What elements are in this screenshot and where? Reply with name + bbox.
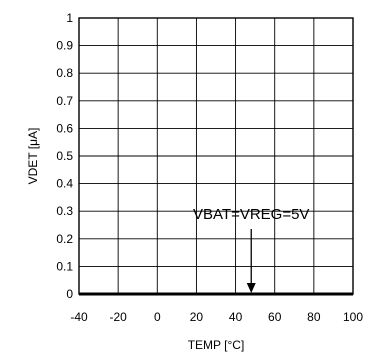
annotation-label: VBAT=VREG=5V bbox=[193, 206, 309, 223]
x-tick-label: 20 bbox=[190, 310, 204, 324]
y-tick-labels: 0 0.1 0.2 0.3 0.4 0.5 0.6 0.7 0.8 0.9 1 bbox=[56, 11, 73, 301]
x-tick-labels: -40 -20 0 20 40 60 80 100 bbox=[70, 310, 363, 324]
x-tick-label: -40 bbox=[70, 310, 88, 324]
y-axis-label: VDET [μA] bbox=[26, 128, 40, 185]
annotation-arrow-head bbox=[246, 283, 256, 293]
x-tick-label: 60 bbox=[268, 310, 282, 324]
y-tick-label: 1 bbox=[66, 11, 73, 25]
x-tick-label: 40 bbox=[229, 310, 243, 324]
y-tick-label: 0.7 bbox=[56, 94, 73, 108]
y-tick-label: 0.2 bbox=[56, 232, 73, 246]
y-tick-label: 0.1 bbox=[56, 259, 73, 273]
x-tick-label: 100 bbox=[343, 310, 363, 324]
y-tick-label: 0.3 bbox=[56, 204, 73, 218]
y-tick-label: 0.8 bbox=[56, 66, 73, 80]
y-tick-label: 0.6 bbox=[56, 121, 73, 135]
x-tick-label: 0 bbox=[154, 310, 161, 324]
x-axis-label: TEMP [°C] bbox=[188, 338, 245, 352]
y-tick-label: 0 bbox=[66, 287, 73, 301]
y-tick-label: 0.9 bbox=[56, 39, 73, 53]
x-tick-label: 80 bbox=[307, 310, 321, 324]
y-tick-label: 0.5 bbox=[56, 149, 73, 163]
annotations: VBAT=VREG=5V bbox=[193, 206, 309, 293]
grid bbox=[78, 17, 354, 295]
y-tick-label: 0.4 bbox=[56, 177, 73, 191]
x-tick-label: -20 bbox=[109, 310, 127, 324]
